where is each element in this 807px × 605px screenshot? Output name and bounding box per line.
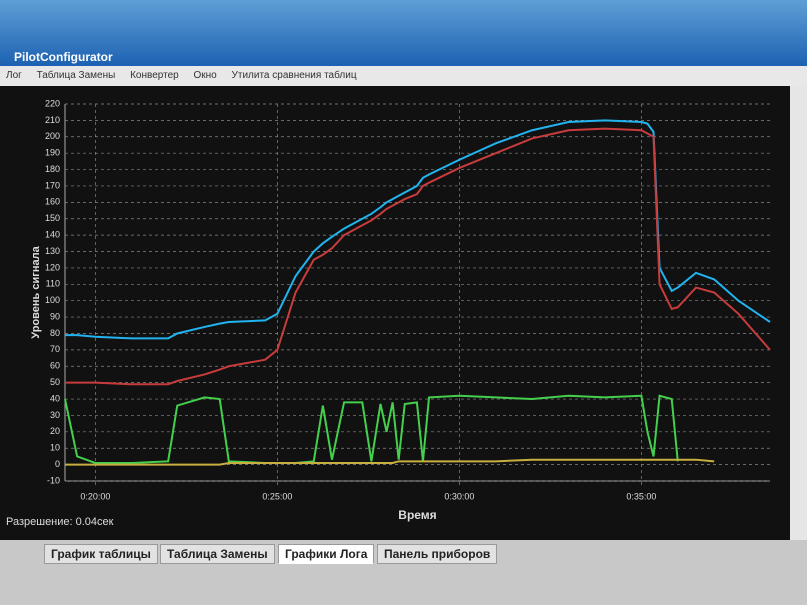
series-line [65,127,771,386]
y-tick-label: 20 [50,426,60,436]
x-axis-label: Время [398,508,436,522]
y-axis-label: Уровень сигнала [30,245,42,338]
y-tick-label: 50 [50,377,60,387]
status-text: Разрешение: 0.04сек [6,516,114,528]
y-tick-label: 100 [45,295,60,305]
y-tick-label: 140 [45,230,60,240]
x-tick-label: 0:35:00 [626,491,656,501]
side-panel [790,86,807,540]
y-tick-label: 210 [45,115,60,125]
menu-item[interactable]: Таблица Замены [36,70,116,81]
y-tick-label: 70 [50,344,60,354]
y-tick-label: 60 [50,361,60,371]
tab[interactable]: График таблицы [44,544,158,564]
series-line [65,119,771,340]
menu-bar: Лог Таблица Замены Конвертер Окно Утилит… [0,66,807,86]
tab-bar: График таблицы Таблица Замены Графики Ло… [0,540,807,605]
window-title: PilotConfigurator [14,50,113,64]
chart: -10 0 10 20 30 40 50 60 70 80 90 100 110 120 130 140 150… [30,98,771,522]
menu-item[interactable]: Конвертер [130,70,179,81]
x-tick-label: 0:20:00 [80,491,110,501]
menu-item[interactable]: Окно [193,70,217,81]
title-bar: PilotConfigurator [0,0,807,66]
y-tick-label: 10 [50,443,60,453]
tab[interactable]: Таблица Замены [160,544,275,564]
y-tick-label: 150 [45,213,60,223]
y-tick-label: 120 [45,262,60,272]
y-tick-label: 200 [45,131,60,141]
x-tick-label: 0:25:00 [262,491,292,501]
y-tick-label: 180 [45,164,60,174]
y-tick-label: 190 [45,148,60,158]
y-tick-label: 170 [45,180,60,190]
y-tick-label: 220 [45,98,60,108]
tab[interactable]: Панель приборов [377,544,498,564]
menu-item[interactable]: Утилита сравнения таблиц [231,70,357,81]
y-tick-label: 110 [46,279,60,289]
y-tick-label: 30 [50,410,60,420]
y-tick-label: 0 [55,459,60,469]
menu-item[interactable]: Лог [6,70,22,81]
x-tick-label: 0:30:00 [444,491,474,501]
y-tick-label: 90 [50,311,60,321]
series-line [65,458,715,466]
y-tick-label: 40 [50,393,60,403]
series-line [64,394,679,464]
chart-area: -10 0 10 20 30 40 50 60 70 80 90 100 110 120 130 140 150… [0,86,790,540]
y-tick-label: -10 [47,475,60,485]
y-tick-label: 130 [45,246,60,256]
y-tick-label: 80 [50,328,60,338]
tab[interactable]: Графики Лога [278,544,375,564]
y-tick-label: 160 [45,197,60,207]
